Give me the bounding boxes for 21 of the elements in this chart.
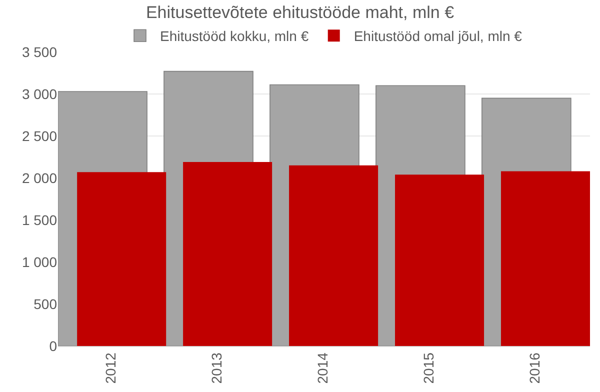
legend-label: Ehitustööd kokku, mln € xyxy=(160,28,309,44)
x-tick-label: 2012 xyxy=(102,352,119,384)
x-tick-label: 2015 xyxy=(420,352,436,384)
x-tick-label: 2013 xyxy=(208,352,225,384)
bar xyxy=(500,171,590,346)
y-tick-label: 3 500 xyxy=(22,44,58,60)
y-tick-label: 0 xyxy=(49,338,58,354)
y-tick-label: 1 000 xyxy=(22,254,58,270)
y-tick-label: 1 500 xyxy=(22,212,58,228)
x-tick-label: 2014 xyxy=(314,352,330,384)
bar xyxy=(77,172,166,346)
chart-title: Ehitusettevõtete ehitustööde maht, mln € xyxy=(146,2,455,22)
bar xyxy=(183,162,272,346)
bar xyxy=(289,165,378,346)
y-tick-label: 500 xyxy=(34,296,58,312)
y-tick-label: 2 500 xyxy=(22,128,58,144)
bar xyxy=(395,174,484,346)
legend-label: Ehitustööd omal jõul, mln € xyxy=(354,28,522,44)
y-tick-label: 3 000 xyxy=(22,86,58,102)
y-tick-label: 2 000 xyxy=(22,170,58,186)
x-tick-label: 2016 xyxy=(526,352,542,384)
